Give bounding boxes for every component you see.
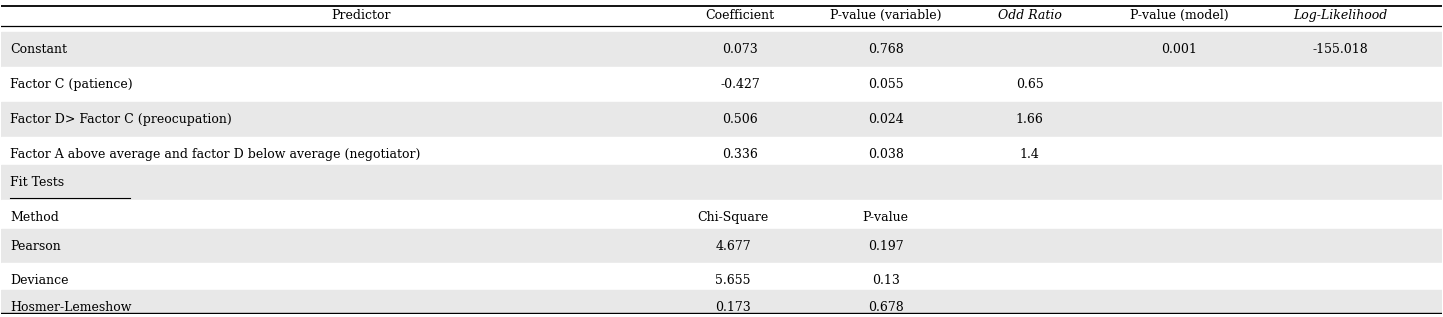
Text: 4.677: 4.677 — [716, 240, 750, 253]
Text: Log-Likelihood: Log-Likelihood — [1294, 9, 1388, 22]
Text: 0.038: 0.038 — [867, 148, 903, 161]
Text: -155.018: -155.018 — [1313, 43, 1368, 56]
Bar — [1, 229, 1442, 264]
Bar — [1, 32, 1442, 67]
Text: Fit Tests: Fit Tests — [10, 176, 63, 189]
Text: P-value: P-value — [863, 211, 909, 224]
Text: Hosmer-Lemeshow: Hosmer-Lemeshow — [10, 301, 131, 314]
Text: 5.655: 5.655 — [716, 274, 750, 287]
Text: Deviance: Deviance — [10, 274, 68, 287]
Text: Method: Method — [10, 211, 59, 224]
Text: 0.506: 0.506 — [723, 113, 758, 126]
Bar — [1, 263, 1442, 298]
Text: Factor A above average and factor D below average (negotiator): Factor A above average and factor D belo… — [10, 148, 420, 161]
Text: Constant: Constant — [10, 43, 66, 56]
Text: Pearson: Pearson — [10, 240, 61, 253]
Text: 0.055: 0.055 — [867, 78, 903, 91]
Text: Coefficient: Coefficient — [706, 9, 775, 22]
Text: -0.427: -0.427 — [720, 78, 760, 91]
Text: Factor C (patience): Factor C (patience) — [10, 78, 133, 91]
Bar — [1, 102, 1442, 137]
Text: Odd Ratio: Odd Ratio — [997, 9, 1062, 22]
Text: P-value (variable): P-value (variable) — [830, 9, 941, 22]
Text: 0.768: 0.768 — [867, 43, 903, 56]
Bar — [1, 165, 1442, 200]
Bar — [1, 137, 1442, 172]
Text: 0.65: 0.65 — [1016, 78, 1043, 91]
Text: 1.66: 1.66 — [1016, 113, 1043, 126]
Text: 0.024: 0.024 — [867, 113, 903, 126]
Text: 0.001: 0.001 — [1162, 43, 1198, 56]
Text: P-value (model): P-value (model) — [1130, 9, 1229, 22]
Bar — [1, 200, 1442, 235]
Text: Chi-Square: Chi-Square — [697, 211, 769, 224]
Text: Factor D> Factor C (preocupation): Factor D> Factor C (preocupation) — [10, 113, 232, 126]
Text: 0.197: 0.197 — [867, 240, 903, 253]
Text: 1.4: 1.4 — [1020, 148, 1039, 161]
Text: 0.173: 0.173 — [716, 301, 750, 314]
Text: 0.073: 0.073 — [723, 43, 758, 56]
Text: 0.678: 0.678 — [867, 301, 903, 314]
Text: Predictor: Predictor — [332, 9, 391, 22]
Bar — [1, 67, 1442, 102]
Bar — [1, 290, 1442, 317]
Text: 0.13: 0.13 — [872, 274, 899, 287]
Text: 0.336: 0.336 — [723, 148, 758, 161]
